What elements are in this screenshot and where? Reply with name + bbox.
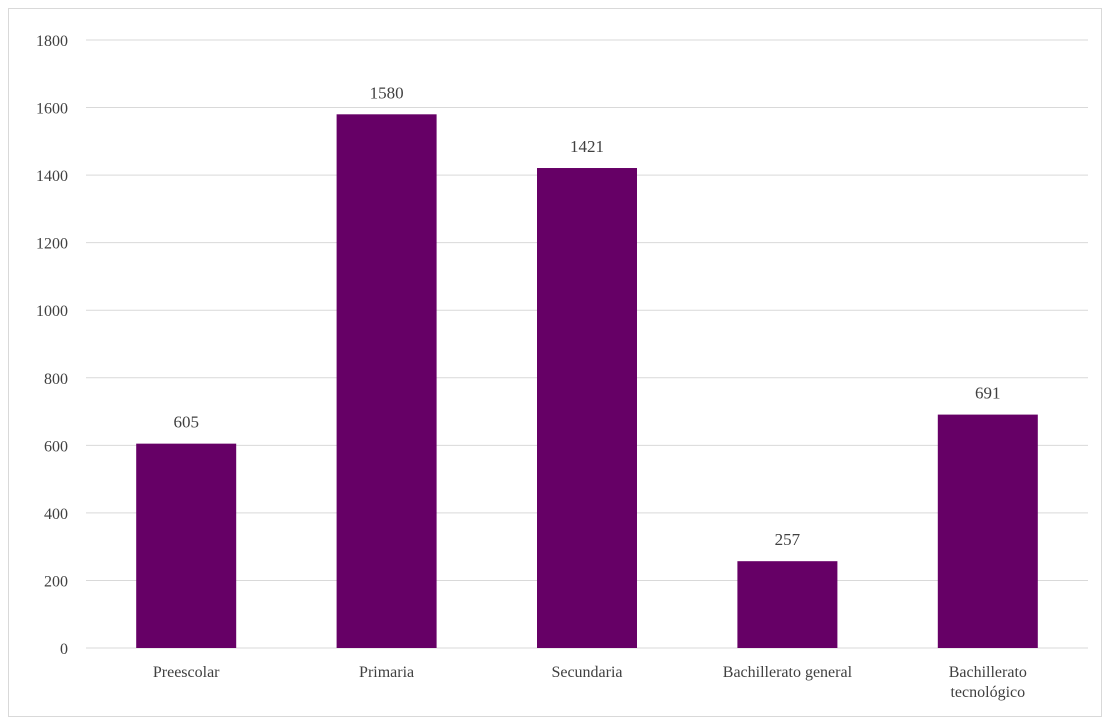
y-tick-label: 1600 <box>36 101 68 118</box>
x-tick-label-line: tecnológico <box>950 684 1025 701</box>
y-tick-label: 1200 <box>36 236 68 253</box>
y-tick-label: 200 <box>44 573 68 590</box>
y-tick-label: 0 <box>60 641 68 658</box>
x-tick-label-line: Secundaria <box>551 664 622 681</box>
bar <box>737 561 838 648</box>
x-tick-label-line: Preescolar <box>153 664 220 681</box>
x-tick-label: Secundaria <box>551 664 622 681</box>
y-tick-label: 1000 <box>36 303 68 320</box>
data-label: 1421 <box>570 137 604 156</box>
bar <box>937 414 1038 648</box>
y-tick-label: 400 <box>44 506 68 523</box>
x-tick-label-line: Primaria <box>359 664 414 681</box>
bar <box>136 443 237 648</box>
data-label: 605 <box>173 413 199 432</box>
data-label: 257 <box>775 530 801 549</box>
y-tick-label: 1800 <box>36 33 68 50</box>
x-tick-label-line: Bachillerato <box>949 664 1027 681</box>
bar <box>537 168 637 649</box>
data-label: 691 <box>975 384 1001 403</box>
bar <box>336 114 437 649</box>
data-label: 1580 <box>370 83 404 102</box>
y-tick-label: 600 <box>44 438 68 455</box>
x-tick-label: Primaria <box>359 664 414 681</box>
x-tick-label-line: Bachillerato general <box>723 664 853 681</box>
x-tick-label: Preescolar <box>153 664 220 681</box>
y-tick-label: 1400 <box>36 168 68 185</box>
x-tick-label: Bachillerato general <box>723 664 853 681</box>
x-tick-label: Bachillerato tecnológico <box>949 664 1027 701</box>
y-tick-label: 800 <box>44 371 68 388</box>
